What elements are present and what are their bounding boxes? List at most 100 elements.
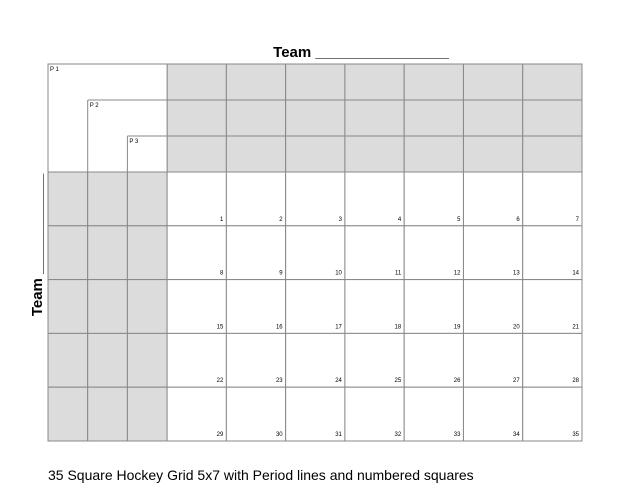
square	[166, 171, 227, 227]
square	[344, 171, 405, 227]
square-number: 18	[394, 324, 401, 330]
square-number: 12	[454, 271, 461, 277]
side-cell	[47, 386, 89, 442]
period-label: P 3	[129, 139, 139, 145]
header-cell	[462, 99, 524, 137]
header-cell	[285, 63, 346, 101]
period-box	[47, 63, 168, 173]
side-cell	[47, 279, 89, 334]
square-number: 32	[394, 432, 401, 438]
square	[225, 171, 287, 227]
square-number: 21	[572, 324, 579, 330]
square-number: 11	[395, 271, 402, 277]
header-cell	[522, 135, 583, 173]
square	[225, 279, 287, 334]
header-cell	[344, 63, 405, 101]
square	[462, 279, 524, 334]
side-cell	[126, 386, 168, 442]
side-label: Team ____________	[29, 173, 46, 316]
square	[462, 332, 524, 388]
side-cell	[126, 171, 168, 227]
square-number: 31	[335, 432, 342, 438]
square	[285, 279, 346, 334]
square-number: 16	[276, 324, 283, 330]
square-number: 33	[454, 432, 461, 438]
square-number: 28	[572, 378, 579, 384]
square-number: 30	[276, 432, 283, 438]
header-cell	[344, 135, 405, 173]
square-number: 2	[279, 217, 283, 223]
square-number: 17	[335, 324, 342, 330]
caption: 35 Square Hockey Grid 5x7 with Period li…	[48, 467, 474, 483]
square-number: 20	[513, 324, 520, 330]
square-number: 25	[394, 378, 401, 384]
side-cell	[47, 171, 89, 227]
square	[166, 332, 227, 388]
square-number: 24	[335, 378, 342, 384]
side-cell	[87, 171, 128, 227]
square	[285, 332, 346, 388]
side-cell	[87, 386, 128, 442]
square-number: 22	[217, 378, 224, 384]
square-number: 9	[279, 271, 283, 277]
header-cell	[462, 135, 524, 173]
period-label: P 2	[90, 103, 100, 109]
header-cell	[225, 135, 287, 173]
square-number: 14	[572, 271, 579, 277]
header-cell	[166, 99, 227, 137]
square	[522, 279, 583, 334]
square	[225, 386, 287, 442]
header-cell	[403, 99, 464, 137]
header-cell	[344, 99, 405, 137]
title: Team ________________	[273, 44, 449, 61]
square-number: 10	[335, 271, 342, 277]
header-cell	[166, 135, 227, 173]
square-number: 19	[454, 324, 461, 330]
side-cell	[126, 225, 168, 281]
square	[285, 171, 346, 227]
square	[344, 332, 405, 388]
square-number: 8	[220, 271, 224, 277]
side-cell	[47, 332, 89, 388]
side-cell	[87, 279, 128, 334]
header-cell	[166, 63, 227, 101]
period-label: P 1	[50, 67, 60, 73]
square	[166, 225, 227, 281]
header-cell	[225, 99, 287, 137]
header-cell	[285, 99, 346, 137]
square-number: 5	[457, 217, 461, 223]
square	[166, 279, 227, 334]
square	[522, 386, 583, 442]
square	[522, 332, 583, 388]
header-cell	[403, 135, 464, 173]
side-cell	[126, 279, 168, 334]
square	[166, 386, 227, 442]
side-cell	[87, 225, 128, 281]
square	[344, 225, 405, 281]
square	[403, 386, 464, 442]
square	[225, 332, 287, 388]
square-number: 35	[572, 432, 579, 438]
header-cell	[225, 63, 287, 101]
side-cell	[47, 225, 89, 281]
header-cell	[462, 63, 524, 101]
side-cell	[126, 332, 168, 388]
square	[462, 171, 524, 227]
square	[462, 386, 524, 442]
square-number: 26	[454, 378, 461, 384]
header-cell	[285, 135, 346, 173]
square-number: 1	[220, 217, 224, 223]
square	[522, 171, 583, 227]
side-cell	[87, 332, 128, 388]
square	[522, 225, 583, 281]
square	[344, 279, 405, 334]
square-number: 3	[339, 217, 343, 223]
square-number: 4	[398, 217, 402, 223]
header-cell	[522, 63, 583, 101]
square	[462, 225, 524, 281]
square-number: 29	[217, 432, 224, 438]
header-cell	[522, 99, 583, 137]
square-number: 15	[217, 324, 224, 330]
